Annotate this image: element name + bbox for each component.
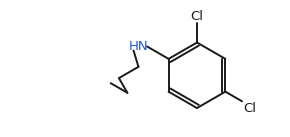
Text: Cl: Cl bbox=[243, 102, 256, 115]
Text: HN: HN bbox=[129, 40, 148, 53]
Text: Cl: Cl bbox=[191, 10, 204, 23]
